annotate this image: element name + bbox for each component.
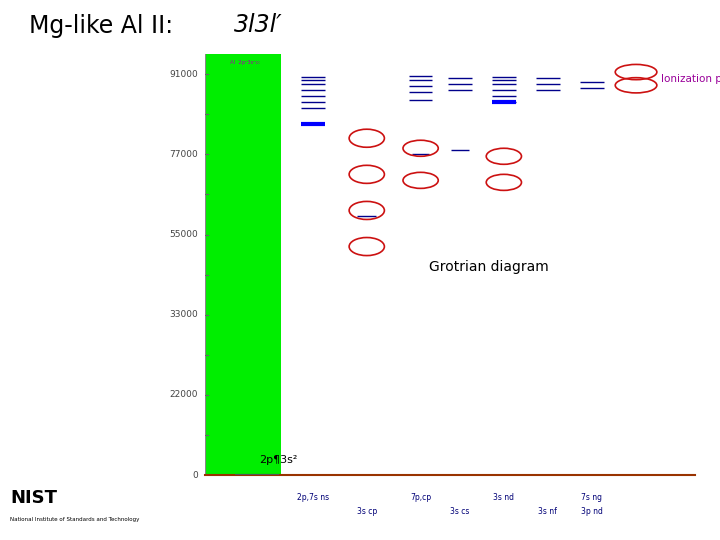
- Text: 91000: 91000: [169, 70, 198, 78]
- Text: 3p nd: 3p nd: [581, 507, 603, 516]
- Text: Mg-like Al II:: Mg-like Al II:: [29, 14, 181, 37]
- Text: 7p,cp: 7p,cp: [410, 493, 431, 502]
- Text: 3s nd: 3s nd: [493, 493, 514, 502]
- Text: NIST: NIST: [10, 489, 57, 507]
- Bar: [205, 54, 281, 475]
- Text: 3s cs: 3s cs: [450, 507, 469, 516]
- Text: 7s ng: 7s ng: [582, 493, 603, 502]
- Text: Ionization potential: Ionization potential: [660, 73, 720, 84]
- Text: 2p¶3s²: 2p¶3s²: [259, 455, 297, 465]
- Text: 22000: 22000: [169, 390, 198, 400]
- Text: 3s cp: 3s cp: [356, 507, 377, 516]
- Text: 77000: 77000: [169, 150, 198, 159]
- Text: National Institute of Standards and Technology: National Institute of Standards and Tech…: [10, 517, 140, 522]
- Text: 3s nf: 3s nf: [539, 507, 557, 516]
- Text: 2p,7s ns: 2p,7s ns: [297, 493, 329, 502]
- Text: 3l3l′: 3l3l′: [234, 14, 283, 37]
- Text: 0: 0: [192, 471, 198, 480]
- Text: Al  2p²3s²₁₀: Al 2p²3s²₁₀: [230, 60, 259, 65]
- Text: 55000: 55000: [169, 230, 198, 239]
- Text: 33000: 33000: [169, 310, 198, 319]
- Text: Grotrian diagram: Grotrian diagram: [429, 260, 549, 274]
